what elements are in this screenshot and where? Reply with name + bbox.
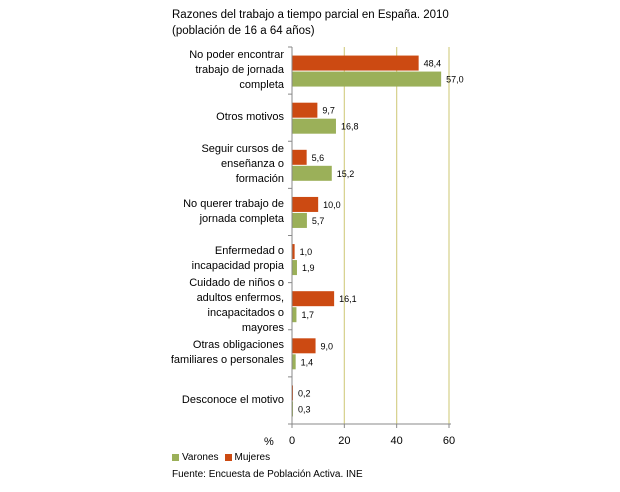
data-label-mujeres-1: 9,7 bbox=[322, 106, 335, 116]
category-label-1: Otros motivos bbox=[216, 111, 284, 124]
category-label-4: Enfermedad o incapacidad propia bbox=[191, 245, 284, 273]
data-label-mujeres-2: 5,6 bbox=[312, 153, 325, 163]
data-label-mujeres-6: 9,0 bbox=[321, 341, 334, 351]
data-label-mujeres-0: 48,4 bbox=[424, 59, 442, 69]
bar-mujeres-5 bbox=[292, 291, 335, 307]
legend-swatch-mujeres bbox=[224, 454, 232, 461]
legend-label-varones: Varones bbox=[182, 452, 219, 463]
legend-item-varones: Varones bbox=[172, 452, 219, 463]
chart-title-block: Razones del trabajo a tiempo parcial en … bbox=[172, 7, 449, 39]
data-label-mujeres-3: 10,0 bbox=[323, 200, 341, 210]
bar-varones-6 bbox=[292, 354, 296, 370]
legend-item-mujeres: Mujeres bbox=[224, 452, 271, 463]
bar-varones-1 bbox=[292, 118, 336, 134]
legend-swatch-varones bbox=[172, 454, 179, 461]
x-tick-label-20: 20 bbox=[338, 435, 350, 447]
x-tick-label-60: 60 bbox=[443, 435, 455, 447]
data-label-mujeres-7: 0,2 bbox=[298, 388, 311, 398]
category-label-0: No poder encontrar trabajo de jornada co… bbox=[189, 49, 284, 92]
chart-title: Razones del trabajo a tiempo parcial en … bbox=[172, 9, 449, 21]
x-axis-unit: % bbox=[264, 436, 274, 448]
category-label-7: Desconoce el motivo bbox=[181, 393, 284, 406]
data-label-mujeres-5: 16,1 bbox=[339, 294, 357, 304]
data-label-varones-7: 0,3 bbox=[298, 404, 311, 414]
data-label-mujeres-4: 1,0 bbox=[300, 247, 313, 257]
x-tick-label-40: 40 bbox=[391, 435, 403, 447]
bar-varones-2 bbox=[292, 165, 332, 181]
data-label-varones-4: 1,9 bbox=[302, 263, 315, 273]
source-note: Fuente: Encuesta de Población Activa. IN… bbox=[172, 469, 363, 480]
legend-label-mujeres: Mujeres bbox=[234, 452, 271, 463]
legend: Varones Mujeres bbox=[172, 452, 276, 463]
data-label-varones-3: 5,7 bbox=[312, 216, 325, 226]
data-label-varones-1: 16,8 bbox=[341, 122, 359, 132]
data-label-varones-0: 57,0 bbox=[446, 75, 464, 85]
bar-varones-0 bbox=[292, 71, 442, 87]
x-tick-label-0: 0 bbox=[289, 435, 295, 447]
bar-mujeres-3 bbox=[292, 196, 319, 212]
bar-varones-3 bbox=[292, 212, 307, 228]
category-label-5: Cuidado de niños o adultos enfermos, inc… bbox=[189, 277, 284, 335]
bar-mujeres-1 bbox=[292, 102, 318, 118]
bar-varones-4 bbox=[292, 260, 297, 276]
chart-subtitle: (población de 16 a 64 años) bbox=[172, 25, 315, 37]
bar-mujeres-4 bbox=[292, 244, 295, 260]
bar-varones-5 bbox=[292, 307, 297, 323]
category-label-2: Seguir cursos de enseñanza o formación bbox=[201, 143, 284, 186]
bar-mujeres-0 bbox=[292, 55, 419, 71]
data-label-varones-6: 1,4 bbox=[301, 357, 314, 367]
data-label-varones-5: 1,7 bbox=[301, 310, 314, 320]
bar-mujeres-6 bbox=[292, 338, 316, 354]
data-label-varones-2: 15,2 bbox=[337, 169, 355, 179]
category-label-3: No querer trabajo de jornada completa bbox=[183, 197, 284, 225]
bar-mujeres-2 bbox=[292, 149, 307, 165]
category-label-6: Otras obligaciones familiares o personal… bbox=[170, 339, 284, 367]
